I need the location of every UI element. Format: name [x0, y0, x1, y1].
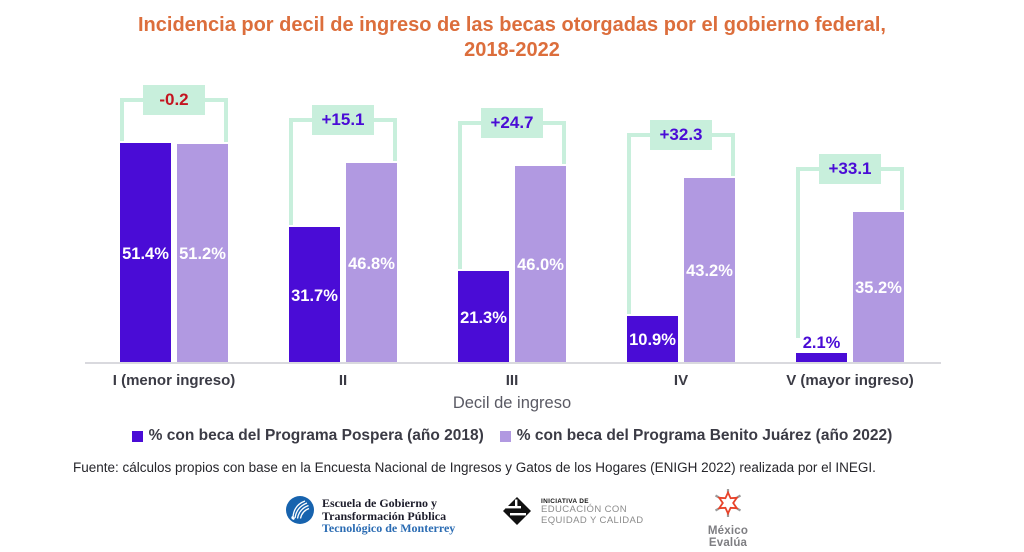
diff-badge: +32.3 [650, 120, 712, 150]
x-tick-II: II [338, 372, 348, 389]
bar-value-pospera: 51.4% [122, 244, 169, 263]
eec-logo-kicker: INICIATIVA DE [541, 498, 589, 505]
bar-value-pospera: 10.9% [629, 331, 676, 349]
bar-pospera-III [458, 271, 509, 362]
diff-badge: +33.1 [819, 154, 881, 184]
bar-benito-juarez-IV [684, 178, 735, 362]
bar-benito-juarez-III [515, 166, 566, 362]
bar-chart-plot-area: 51.4% 51.2% -0.2 I (menor ingreso) 31.7% 46.8… [85, 85, 941, 389]
bar-value-benito-juarez: 35.2% [855, 279, 902, 297]
bar-pospera-II [289, 227, 340, 362]
diff-bracket-left [627, 135, 631, 314]
diff-bracket-left [120, 100, 124, 141]
bar-value-benito-juarez: 51.2% [179, 245, 226, 263]
diff-badge: +15.1 [312, 105, 374, 135]
diff-bracket-right [900, 169, 904, 210]
bar-benito-juarez-I (menor ingreso) [177, 144, 228, 362]
bar-value-benito-juarez: 46.8% [348, 254, 395, 273]
educacion-equidad-calidad-logo: INICIATIVA DE EDUCACIÓN CON EQUIDAD Y CA… [502, 496, 644, 531]
chart-title: Incidencia por decil de ingreso de las b… [62, 13, 962, 63]
diff-badge: +24.7 [481, 108, 543, 138]
tec-logo-line3: Tecnológico de Monterrey [322, 521, 456, 535]
x-axis-title: Decil de ingreso [452, 394, 572, 412]
diff-bracket-right [562, 123, 566, 164]
legend-label-pospera: % con beca del Programa Pospera (año 201… [148, 427, 484, 444]
x-tick-I (menor ingreso): I (menor ingreso) [112, 372, 236, 389]
chart-title-line2: 2018-2022 [464, 39, 560, 61]
tec-de-monterrey-logo: Escuela de Gobierno y Transformación Púb… [286, 496, 455, 535]
diff-bracket-left [289, 120, 293, 225]
eec-diamond-icon [502, 496, 532, 531]
x-tick-III: III [505, 372, 519, 389]
chart-legend: % con beca del Programa Pospera (año 201… [0, 427, 1024, 445]
eec-logo-line1: EDUCACIÓN CON [541, 504, 627, 515]
chart-title-line1: Incidencia por decil de ingreso de las b… [138, 14, 886, 36]
diff-bracket-left [796, 169, 800, 338]
bar-benito-juarez-V (mayor ingreso) [853, 212, 904, 362]
tec-logo-line1: Escuela de Gobierno y [322, 496, 438, 510]
diff-badge: -0.2 [143, 85, 205, 115]
diff-bracket-right [731, 135, 735, 176]
bar-value-pospera: 2.1% [802, 334, 841, 352]
bar-value-pospera: 31.7% [291, 286, 338, 305]
legend-swatch-benito-juarez-icon [499, 430, 511, 442]
mexico-evalua-star-icon [713, 489, 743, 522]
tec-logo-line2: Transformación Pública [322, 508, 447, 523]
legend-item-pospera: % con beca del Programa Pospera (año 201… [131, 427, 484, 445]
x-tick-IV: IV [673, 372, 689, 389]
legend-label-benito-juarez: % con beca del Programa Benito Juárez (a… [516, 427, 893, 444]
diff-bracket-left [458, 123, 462, 269]
bar-benito-juarez-II [346, 163, 397, 362]
x-tick-V (mayor ingreso): V (mayor ingreso) [786, 372, 914, 389]
bar-value-benito-juarez: 46.0% [517, 256, 564, 274]
mexico-evalua-label: México Evalúa [707, 525, 749, 549]
bar-value-pospera: 21.3% [460, 308, 507, 327]
mexico-evalua-logo: México Evalúa [688, 488, 768, 549]
diff-bracket-right [393, 120, 397, 161]
tec-de-monterrey-circle-icon [286, 496, 314, 529]
eec-logo-line2: EQUIDAD Y CALIDAD [541, 514, 644, 526]
bar-pospera-I (menor ingreso) [120, 143, 171, 362]
diff-bracket-right [224, 100, 228, 142]
bar-pospera-IV [627, 316, 678, 362]
legend-swatch-pospera-icon [131, 430, 143, 442]
bar-pospera-V (mayor ingreso) [796, 353, 847, 362]
source-note: Fuente: cálculos propios con base en la … [73, 460, 876, 475]
bar-value-benito-juarez: 43.2% [686, 262, 733, 280]
legend-item-benito-juarez: % con beca del Programa Benito Juárez (a… [499, 427, 893, 445]
